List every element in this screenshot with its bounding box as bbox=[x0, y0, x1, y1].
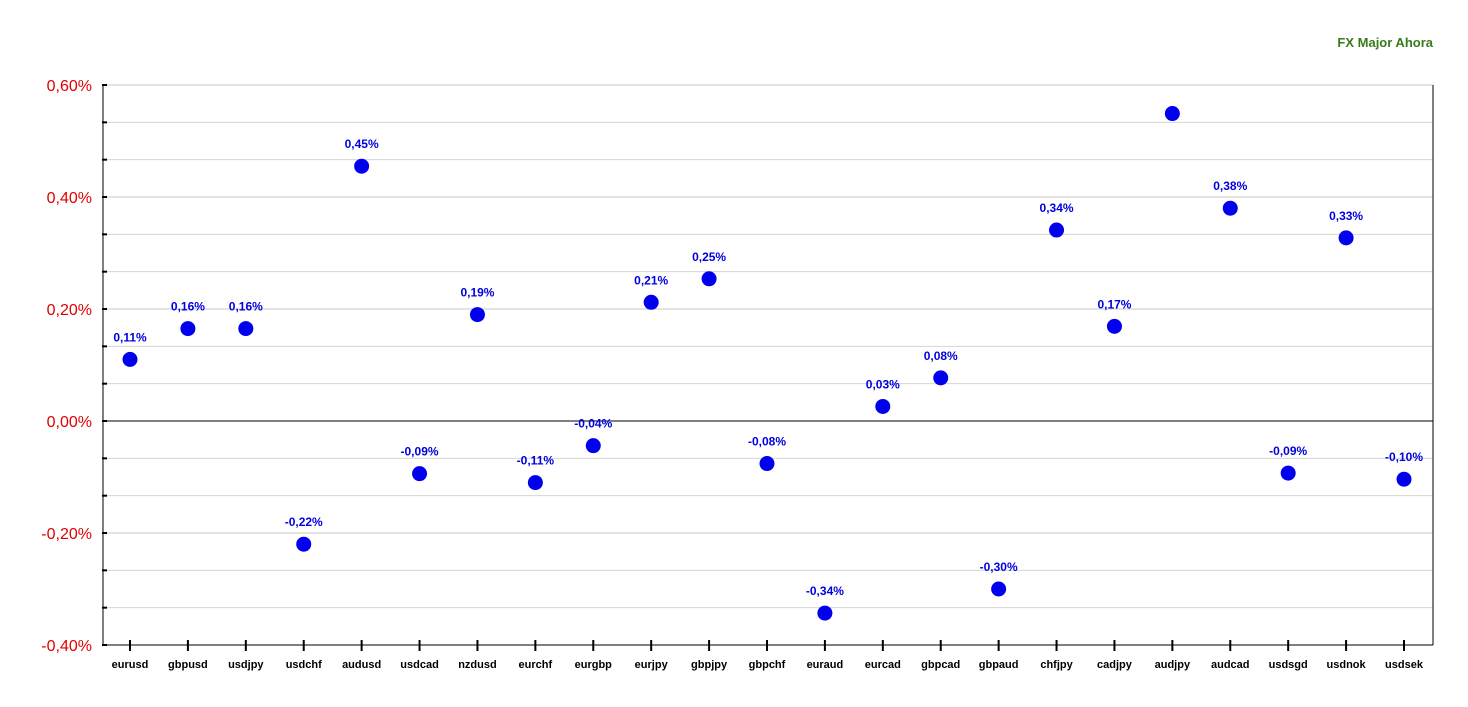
data-label: -0,10% bbox=[1385, 450, 1423, 464]
data-label: -0,04% bbox=[574, 417, 612, 431]
x-tick-label: cadjpy bbox=[1097, 659, 1133, 671]
data-point bbox=[817, 605, 833, 621]
data-point bbox=[469, 307, 485, 323]
x-tick-label: usdnok bbox=[1327, 659, 1367, 671]
y-tick-label: 0,60% bbox=[47, 78, 92, 95]
x-tick-label: usdcad bbox=[400, 659, 439, 671]
data-point bbox=[1222, 200, 1238, 216]
data-label: -0,09% bbox=[401, 445, 439, 459]
x-tick-label: nzdusd bbox=[458, 659, 497, 671]
data-point bbox=[1338, 230, 1354, 246]
axes bbox=[102, 84, 1434, 646]
x-tick-label: gbpcad bbox=[921, 659, 960, 671]
x-tick-label: usdsgd bbox=[1269, 659, 1308, 671]
grid-lines bbox=[103, 84, 1433, 646]
data-point bbox=[991, 581, 1007, 597]
data-point bbox=[1049, 222, 1065, 238]
data-label: 0,19% bbox=[460, 286, 494, 300]
data-label: 0,11% bbox=[113, 330, 147, 344]
data-point bbox=[296, 536, 312, 552]
x-tick-label: gbpjpy bbox=[691, 659, 728, 671]
data-label: 0,17% bbox=[1097, 297, 1131, 311]
data-labels: 0,11% 0,16% 0,16% -0,22% 0,45% -0,09% 0,19% -0,… bbox=[113, 137, 1423, 598]
data-label: 0,38% bbox=[1213, 179, 1247, 193]
y-tick-label: 0,20% bbox=[47, 302, 92, 319]
data-label: 0,16% bbox=[229, 300, 263, 314]
x-tick-label: gbpaud bbox=[979, 659, 1019, 671]
data-point bbox=[759, 456, 775, 472]
x-tick-label: usdchf bbox=[286, 659, 322, 671]
y-tick-label: 0,00% bbox=[47, 414, 92, 431]
data-label: 0,08% bbox=[924, 349, 958, 363]
data-label: 0,21% bbox=[634, 273, 668, 287]
data-point bbox=[1396, 471, 1412, 487]
data-point bbox=[1164, 106, 1180, 122]
y-tick-label: -0,40% bbox=[41, 638, 92, 655]
data-point bbox=[875, 398, 891, 414]
data-label: -0,22% bbox=[285, 515, 323, 529]
x-tick-label: eurjpy bbox=[635, 659, 669, 671]
x-tick-label: gbpchf bbox=[749, 659, 786, 671]
data-label: 0,25% bbox=[692, 250, 726, 264]
y-tick-label: -0,20% bbox=[41, 526, 92, 543]
data-point bbox=[585, 438, 601, 454]
data-point bbox=[180, 321, 196, 337]
data-label: 0,16% bbox=[171, 300, 205, 314]
data-point bbox=[933, 370, 949, 386]
x-tick-label: euraud bbox=[807, 659, 844, 671]
data-label: -0,11% bbox=[517, 454, 555, 468]
data-point bbox=[412, 466, 428, 482]
x-tick-label: usdsek bbox=[1385, 659, 1424, 671]
x-tick-label: audcad bbox=[1211, 659, 1250, 671]
y-tick-label: 0,40% bbox=[47, 190, 92, 207]
data-point bbox=[122, 351, 138, 367]
data-label: -0,09% bbox=[1269, 444, 1307, 458]
data-point bbox=[238, 321, 254, 337]
y-axis-ticks: -0,40% -0,20% 0,00% 0,20% 0,40% 0,60% bbox=[41, 78, 92, 655]
data-point bbox=[701, 271, 717, 287]
x-tick-label: audjpy bbox=[1155, 659, 1191, 671]
x-axis-ticks: eurusd gbpusd usdjpy usdchf audusd usdcad nzdu… bbox=[112, 640, 1424, 671]
chart-title: FX Major Ahora bbox=[1337, 35, 1433, 50]
data-point bbox=[1106, 318, 1122, 334]
data-point bbox=[1280, 465, 1296, 481]
x-tick-label: usdjpy bbox=[228, 659, 264, 671]
data-point bbox=[643, 294, 659, 310]
data-label: 0,45% bbox=[345, 137, 379, 151]
x-tick-label: eurcad bbox=[865, 659, 901, 671]
x-tick-label: audusd bbox=[342, 659, 381, 671]
data-points bbox=[122, 106, 1412, 621]
data-label: -0,08% bbox=[748, 435, 786, 449]
x-tick-label: gbpusd bbox=[168, 659, 208, 671]
data-label: 0,33% bbox=[1329, 209, 1363, 223]
data-point bbox=[354, 158, 370, 174]
data-point bbox=[527, 475, 543, 491]
data-label: 0,34% bbox=[1040, 201, 1074, 215]
x-tick-label: eurchf bbox=[519, 659, 553, 671]
data-label: 0,03% bbox=[866, 377, 900, 391]
x-tick-label: eurgbp bbox=[575, 659, 613, 671]
data-label: -0,34% bbox=[806, 584, 844, 598]
x-tick-label: eurusd bbox=[112, 659, 149, 671]
x-tick-label: chfjpy bbox=[1040, 659, 1073, 671]
data-label: -0,30% bbox=[980, 560, 1018, 574]
